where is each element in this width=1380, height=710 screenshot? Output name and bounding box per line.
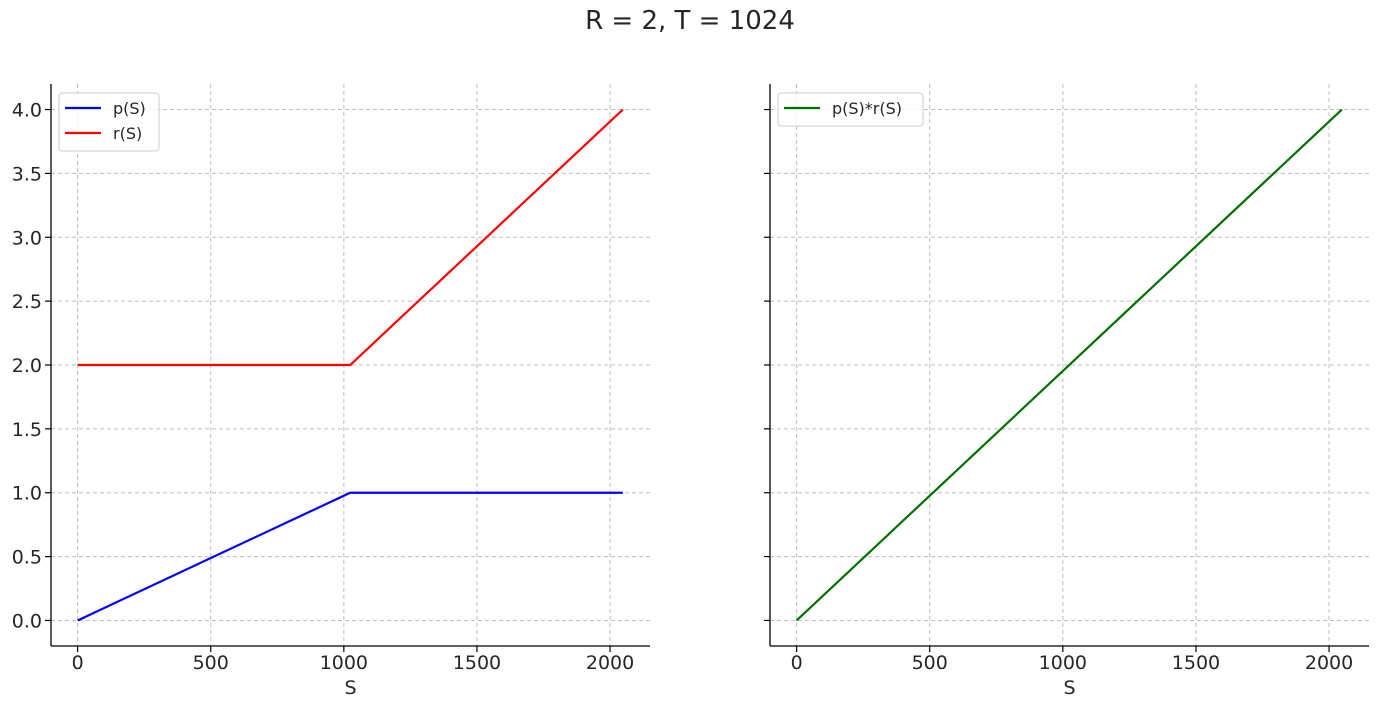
x-tick-label: 500 bbox=[193, 652, 229, 674]
x-tick-label: 1000 bbox=[1039, 652, 1087, 674]
y-tick-label: 1.5 bbox=[12, 419, 42, 441]
legend: p(S)*r(S) bbox=[777, 92, 924, 127]
figure-title: R = 2, T = 1024 bbox=[585, 6, 795, 36]
y-tick-label: 2.5 bbox=[12, 291, 42, 313]
legend: p(S) r(S) bbox=[58, 92, 160, 152]
y-tick-label: 4.0 bbox=[12, 100, 42, 122]
legend-label: r(S) bbox=[113, 124, 142, 143]
y-tick-label: 0.0 bbox=[12, 610, 42, 632]
x-tick-label: 1000 bbox=[320, 652, 368, 674]
legend-frame bbox=[777, 92, 924, 127]
x-tick-label: 2000 bbox=[1305, 652, 1353, 674]
left-plot: 0 500 1000 1500 2000 0.0 0.5 1.0 1.5 2.0 2.5 3.0 3.5… bbox=[12, 84, 650, 699]
y-tick-label: 1.0 bbox=[12, 483, 42, 505]
y-tick-label: 0.5 bbox=[12, 547, 42, 569]
y-tick-label: 3.5 bbox=[12, 163, 42, 185]
x-tick-label: 2000 bbox=[586, 652, 634, 674]
x-tick-label: 0 bbox=[72, 652, 84, 674]
y-tick-label: 2.0 bbox=[12, 355, 42, 377]
x-axis-label: S bbox=[344, 677, 356, 699]
y-tick-label: 3.0 bbox=[12, 227, 42, 249]
series-line-r(S) bbox=[77, 108, 624, 367]
x-tick-label: 1500 bbox=[453, 652, 501, 674]
series-line-p(S) bbox=[77, 491, 623, 622]
legend-label: p(S)*r(S) bbox=[832, 99, 902, 118]
x-axis-label: S bbox=[1063, 677, 1075, 699]
x-tick-label: 500 bbox=[912, 652, 948, 674]
legend-label: p(S) bbox=[113, 99, 146, 118]
right-plot: 0 500 1000 1500 2000 Sp(S)*r(S) bbox=[764, 84, 1369, 699]
series-line-p(S)*r(S) bbox=[795, 108, 1343, 622]
x-tick-label: 1500 bbox=[1172, 652, 1220, 674]
x-tick-label: 0 bbox=[791, 652, 803, 674]
